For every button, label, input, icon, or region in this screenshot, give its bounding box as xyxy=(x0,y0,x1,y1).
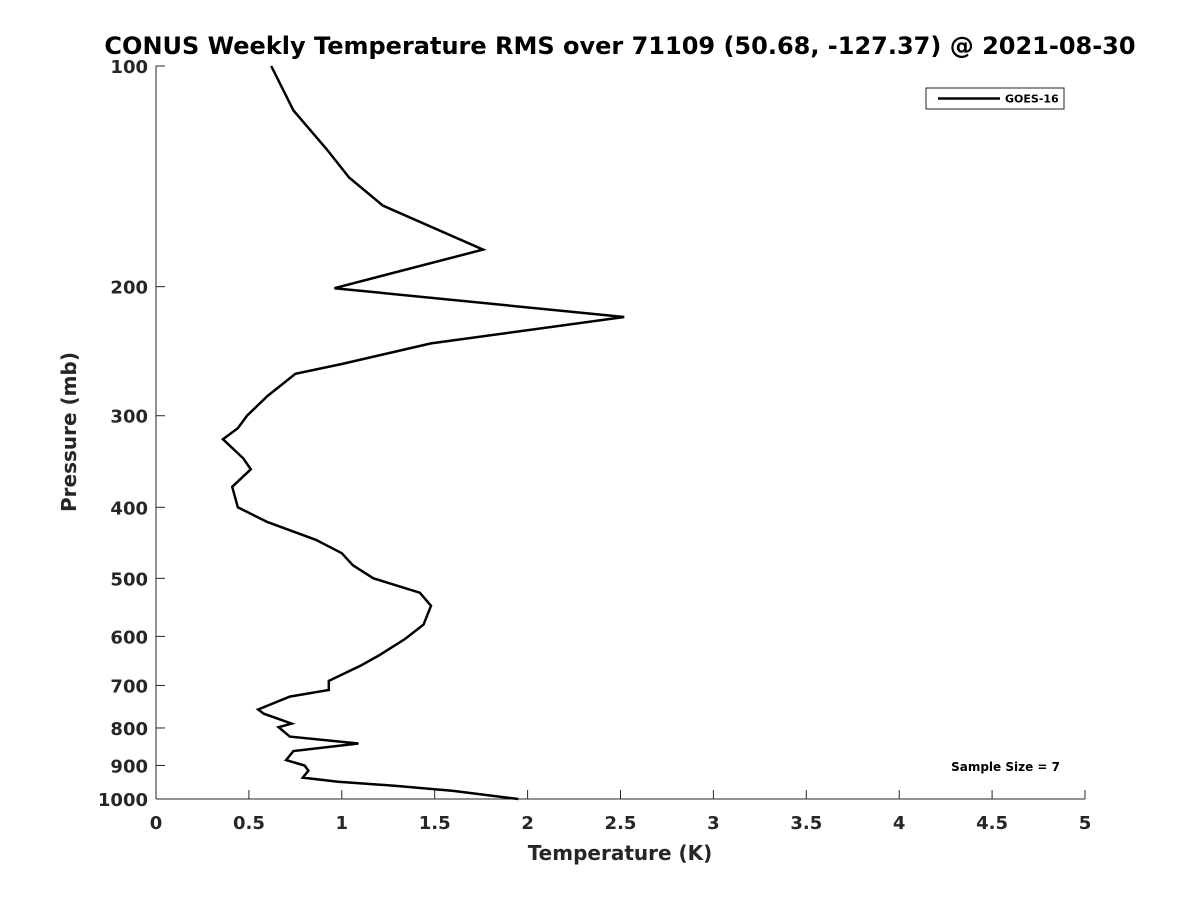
y-tick-label: 400 xyxy=(110,498,148,519)
y-tick-label: 900 xyxy=(110,756,148,777)
x-tick-label: 4.5 xyxy=(976,813,1008,834)
legend-entry-goes-16: GOES-16 xyxy=(1005,93,1059,106)
x-axis-ticks: 0 0.5 1 1.5 2 2.5 3 3.5 4 4.5 5 xyxy=(150,790,1092,834)
x-tick-label: 0 xyxy=(150,813,163,834)
y-tick-label: 100 xyxy=(110,57,148,78)
y-tick-label: 200 xyxy=(110,278,148,299)
x-tick-label: 2.5 xyxy=(605,813,637,834)
x-tick-label: 3.5 xyxy=(790,813,822,834)
series-line-goes-16 xyxy=(220,65,625,801)
y-tick-label: 800 xyxy=(110,719,148,740)
y-tick-label: 1000 xyxy=(98,790,148,811)
y-tick-label: 700 xyxy=(110,676,148,697)
x-tick-label: 0.5 xyxy=(233,813,265,834)
chart-title: CONUS Weekly Temperature RMS over 71109 … xyxy=(104,32,1135,60)
x-tick-label: 1.5 xyxy=(419,813,451,834)
x-tick-label: 2 xyxy=(521,813,534,834)
x-tick-label: 3 xyxy=(707,813,720,834)
x-axis-label: Temperature (K) xyxy=(528,841,713,865)
x-tick-label: 5 xyxy=(1079,813,1092,834)
y-axis-ticks: 100 200 300 400 500 600 700 800 900 1000 xyxy=(98,57,165,811)
y-tick-label: 600 xyxy=(110,627,148,648)
plot-area xyxy=(156,66,1085,799)
x-tick-label: 1 xyxy=(336,813,349,834)
y-axis-label: Pressure (mb) xyxy=(57,352,81,512)
y-tick-label: 500 xyxy=(110,569,148,590)
legend: GOES-16 xyxy=(925,87,1065,110)
y-tick-label: 300 xyxy=(110,407,148,428)
x-tick-label: 4 xyxy=(893,813,906,834)
sample-size-annotation: Sample Size = 7 xyxy=(951,760,1060,774)
series-group xyxy=(220,65,625,801)
